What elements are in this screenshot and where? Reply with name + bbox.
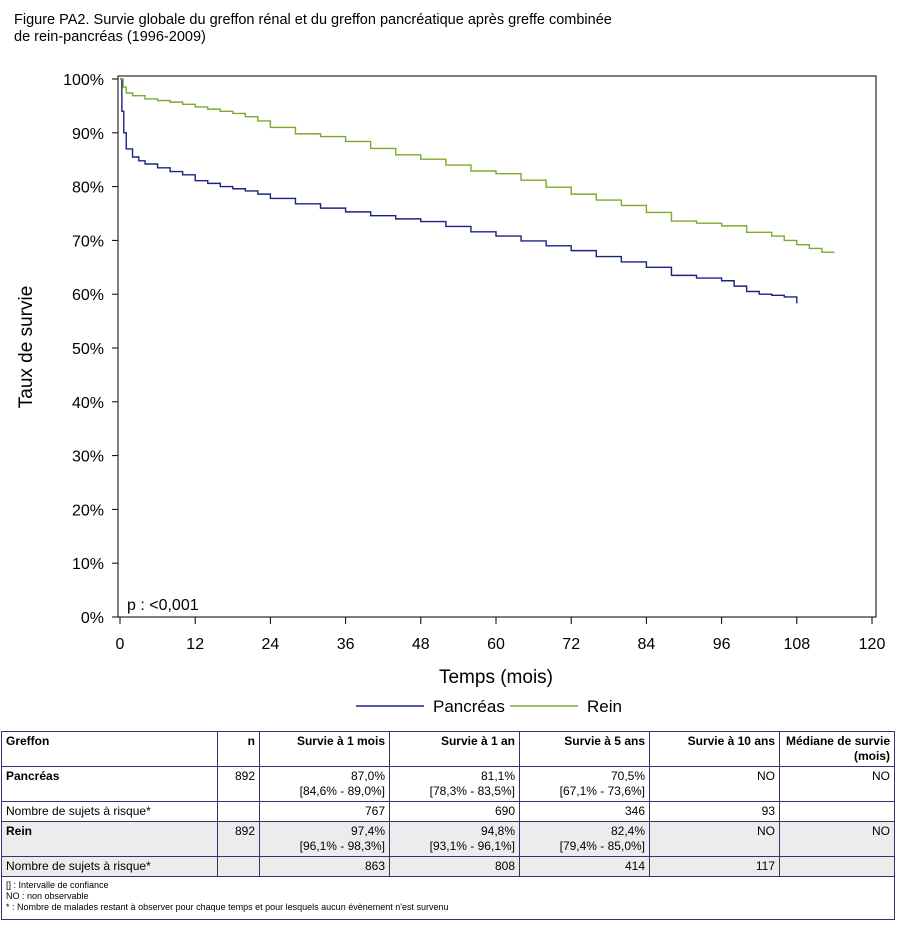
note-line: * : Nombre de malades restant à observer… xyxy=(6,902,449,912)
x-tick-label: 108 xyxy=(783,636,810,653)
x-axis-label: Temps (mois) xyxy=(439,667,553,688)
table-header-row: Greffon n Survie à 1 mois Survie à 1 an … xyxy=(1,731,895,767)
y-tick-label: 0% xyxy=(81,610,104,627)
table-cell: NO xyxy=(779,821,895,857)
x-tick-label: 12 xyxy=(186,636,204,653)
row-label: Nombre de sujets à risque* xyxy=(1,801,218,822)
survival-value: 97,4% xyxy=(350,824,385,838)
note-line: [] : Intervalle de confiance xyxy=(6,880,109,890)
confidence-interval: [67,1% - 73,6%] xyxy=(559,784,645,798)
table-cell: 82,4% [79,4% - 85,0%] xyxy=(519,821,650,857)
y-tick-label: 80% xyxy=(72,180,104,197)
confidence-interval: [93,1% - 96,1%] xyxy=(429,839,515,853)
y-tick-label: 100% xyxy=(63,72,104,89)
table-cell: 892 xyxy=(217,821,260,857)
y-tick-label: 20% xyxy=(72,502,104,519)
survival-table: Greffon n Survie à 1 mois Survie à 1 an … xyxy=(1,731,895,920)
figure-title: Figure PA2. Survie globale du greffon ré… xyxy=(14,12,874,46)
confidence-interval: [96,1% - 98,3%] xyxy=(299,839,385,853)
y-tick-label: 40% xyxy=(72,395,104,412)
figure-title-line1: Figure PA2. Survie globale du greffon ré… xyxy=(14,12,612,28)
legend-label: Rein xyxy=(587,697,622,716)
figure-title-line2: de rein-pancréas (1996-2009) xyxy=(14,29,206,45)
table-cell xyxy=(217,856,260,877)
confidence-interval: [84,6% - 89,0%] xyxy=(299,784,385,798)
x-tick-label: 84 xyxy=(638,636,656,653)
x-tick-label: 48 xyxy=(412,636,430,653)
table-header: Survie à 1 an xyxy=(389,731,520,767)
x-tick-label: 36 xyxy=(337,636,355,653)
table-cell: 690 xyxy=(389,801,520,822)
table-cell: 346 xyxy=(519,801,650,822)
x-tick-label: 0 xyxy=(116,636,125,653)
legend: Pancréas Rein xyxy=(356,697,622,716)
y-tick-label: 10% xyxy=(72,556,104,573)
note-line: NO : non observable xyxy=(6,891,89,901)
x-tick-label: 96 xyxy=(713,636,731,653)
y-tick-label: 30% xyxy=(72,449,104,466)
x-tick-label: 72 xyxy=(562,636,580,653)
table-row-rein: Rein 892 97,4% [96,1% - 98,3%] 94,8% [93,1… xyxy=(1,821,895,857)
y-axis-label: Taux de survie xyxy=(16,286,37,409)
x-tick-label: 24 xyxy=(262,636,280,653)
table-cell: 70,5% [67,1% - 73,6%] xyxy=(519,766,650,802)
table-header: Survie à 10 ans xyxy=(649,731,780,767)
table-cell: 767 xyxy=(259,801,390,822)
row-label: Nombre de sujets à risque* xyxy=(1,856,218,877)
survival-value: 81,1% xyxy=(480,769,515,783)
table-row-pancreas-risk: Nombre de sujets à risque* 767 690 346 9… xyxy=(1,801,895,822)
table-cell xyxy=(779,856,895,877)
p-value-annotation: p : <0,001 xyxy=(127,597,199,614)
table-cell: 97,4% [96,1% - 98,3%] xyxy=(259,821,390,857)
table-row-rein-risk: Nombre de sujets à risque* 863 808 414 1… xyxy=(1,856,895,877)
row-label: Pancréas xyxy=(1,766,218,802)
table-notes: [] : Intervalle de confiance NO : non ob… xyxy=(1,876,895,920)
table-cell: 808 xyxy=(389,856,520,877)
table-cell: 93 xyxy=(649,801,780,822)
table-cell: 863 xyxy=(259,856,390,877)
legend-label: Pancréas xyxy=(433,697,505,716)
table-cell: 117 xyxy=(649,856,780,877)
y-tick-label: 90% xyxy=(72,126,104,143)
table-header: Survie à 1 mois xyxy=(259,731,390,767)
table-cell: NO xyxy=(779,766,895,802)
survival-chart: 0% 10% 20% 30% 40% 50% 60% 70% 80% 90% 100% 0 12 24 3… xyxy=(16,72,886,716)
table-header: Survie à 5 ans xyxy=(519,731,650,767)
table-cell xyxy=(779,801,895,822)
x-tick-label: 60 xyxy=(487,636,505,653)
series-line-pancras xyxy=(120,78,798,304)
survival-value: 70,5% xyxy=(610,769,645,783)
confidence-interval: [79,4% - 85,0%] xyxy=(559,839,645,853)
plot-area xyxy=(117,75,877,618)
y-tick-label: 60% xyxy=(72,287,104,304)
x-tick-label: 120 xyxy=(859,636,886,653)
y-tick-label: 70% xyxy=(72,233,104,250)
table-cell: NO xyxy=(649,821,780,857)
table-cell: 414 xyxy=(519,856,650,877)
table-cell xyxy=(217,801,260,822)
table-cell: 87,0% [84,6% - 89,0%] xyxy=(259,766,390,802)
table-cell: 81,1% [78,3% - 83,5%] xyxy=(389,766,520,802)
table-cell: NO xyxy=(649,766,780,802)
table-notes-row: [] : Intervalle de confiance NO : non ob… xyxy=(1,876,895,920)
table-header: Greffon xyxy=(1,731,218,767)
series-line-rein xyxy=(120,78,835,253)
y-tick-label: 50% xyxy=(72,341,104,358)
survival-value: 82,4% xyxy=(610,824,645,838)
table-cell: 892 xyxy=(217,766,260,802)
table-cell: 94,8% [93,1% - 96,1%] xyxy=(389,821,520,857)
table-header: n xyxy=(217,731,260,767)
survival-value: 87,0% xyxy=(350,769,385,783)
table-row-pancreas: Pancréas 892 87,0% [84,6% - 89,0%] 81,1%[… xyxy=(1,766,895,802)
table-header: Médiane de survie (mois) xyxy=(779,731,895,767)
confidence-interval: [78,3% - 83,5%] xyxy=(429,784,515,798)
row-label: Rein xyxy=(1,821,218,857)
survival-value: 94,8% xyxy=(480,824,515,838)
